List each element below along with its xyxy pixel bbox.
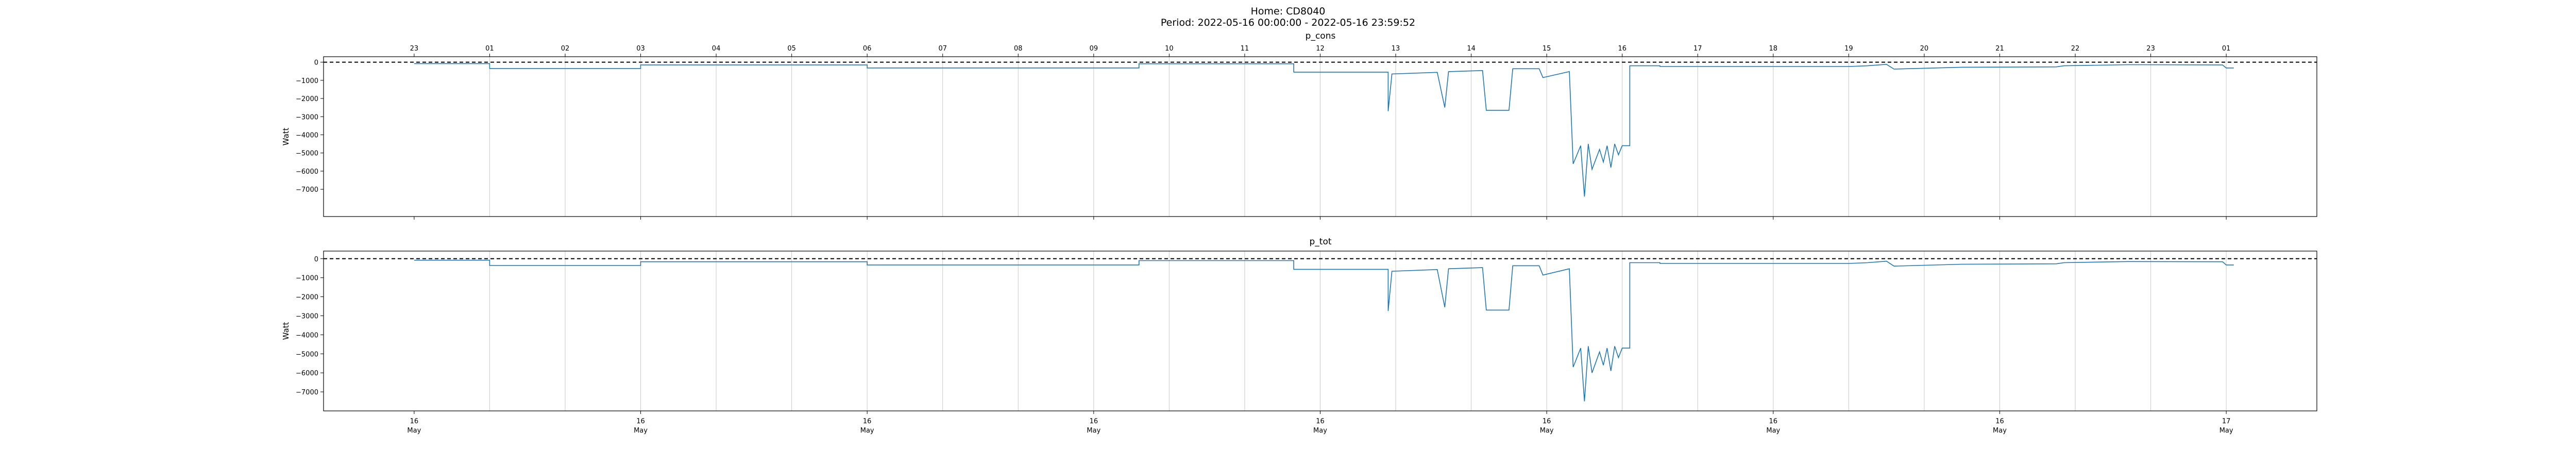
top-tick-label: 18 xyxy=(1769,45,1778,53)
top-tick-label: 13 xyxy=(1392,45,1400,53)
top-tick-label: 22 xyxy=(2071,45,2080,53)
bottom-tick-day: 16 xyxy=(1316,418,1325,425)
top-tick-label: 15 xyxy=(1543,45,1551,53)
top-tick-label: 04 xyxy=(712,45,721,53)
top-tick-label: 19 xyxy=(1844,45,1853,53)
y-axis-label-p-tot: Watt xyxy=(281,322,291,340)
top-tick-label: 14 xyxy=(1467,45,1476,53)
y-tick-label: −4000 xyxy=(296,332,318,339)
bottom-date-axis: 16 May 16 May 16 May 16 May 16 May 16 May 16 May 16 May… xyxy=(407,411,2233,435)
y-tick-label: −1000 xyxy=(296,77,318,85)
top-tick-label: 02 xyxy=(561,45,570,53)
bottom-date-axis xyxy=(414,217,2227,220)
y-tick-label: −6000 xyxy=(296,370,318,377)
y-tick-label: −2000 xyxy=(296,294,318,302)
top-tick-label: 07 xyxy=(938,45,947,53)
bottom-tick-month: May xyxy=(1540,427,1554,435)
top-tick-label: 06 xyxy=(863,45,872,53)
top-tick-label: 21 xyxy=(1995,45,2004,53)
bottom-tick-day: 16 xyxy=(1769,418,1778,425)
chart-title-p-cons: p_cons xyxy=(1306,31,1336,41)
y-tick-label: −7000 xyxy=(296,186,318,194)
series-p-cons xyxy=(414,63,2234,197)
bottom-tick-day: 16 xyxy=(410,418,419,425)
y-tick-label: −5000 xyxy=(296,351,318,358)
y-tick-label: −6000 xyxy=(296,168,318,176)
top-tick-label: 20 xyxy=(1920,45,1929,53)
top-tick-label: 08 xyxy=(1014,45,1023,53)
top-tick-label: 01 xyxy=(485,45,494,53)
bottom-tick-day: 16 xyxy=(863,418,872,425)
grid-lines xyxy=(489,251,2227,411)
y-tick-label: −4000 xyxy=(296,131,318,139)
top-tick-label: 16 xyxy=(1618,45,1626,53)
figure-subtitle: Period: 2022-05-16 00:00:00 - 2022-05-16… xyxy=(1161,17,1415,28)
top-tick-label: 12 xyxy=(1316,45,1325,53)
y-axis: 0 −1000 −2000 −3000 −4000 −5000 −6000 −7000 xyxy=(296,256,324,396)
chart-p-tot: p_tot Watt 0 −1000 −2000 −3000 −4000 −5000 −60… xyxy=(281,237,2317,435)
y-tick-label: −5000 xyxy=(296,150,318,158)
bottom-tick-month: May xyxy=(1313,427,1327,435)
bottom-tick-month: May xyxy=(1993,427,2007,435)
bottom-tick-day: 16 xyxy=(1543,418,1551,425)
top-tick-label: 23 xyxy=(410,45,419,53)
bottom-tick-month: May xyxy=(1087,427,1100,435)
y-axis-label-p-cons: Watt xyxy=(281,127,291,145)
top-tick-label: 05 xyxy=(787,45,796,53)
chart-title-p-tot: p_tot xyxy=(1309,237,1331,247)
series-line-0 xyxy=(414,63,2234,197)
top-tick-label: 10 xyxy=(1165,45,1174,53)
bottom-tick-day: 16 xyxy=(1995,418,2004,425)
bottom-tick-month: May xyxy=(2219,427,2233,435)
y-tick-label: −3000 xyxy=(296,312,318,320)
top-tick-label: 11 xyxy=(1241,45,1249,53)
bottom-tick-day: 16 xyxy=(1090,418,1098,425)
y-tick-label: −3000 xyxy=(296,113,318,121)
y-axis: 0 −1000 −2000 −3000 −4000 −5000 −6000 −7000 xyxy=(296,59,324,194)
top-tick-label: 09 xyxy=(1090,45,1098,53)
y-tick-label: −1000 xyxy=(296,275,318,283)
bottom-tick-month: May xyxy=(634,427,648,435)
grid-lines xyxy=(489,57,2227,217)
top-tick-label: 17 xyxy=(1693,45,1702,53)
chart-p-cons: p_cons Watt 0 −1000 −2000 −3000 −4000 −5000 −6… xyxy=(281,31,2317,220)
top-tick-label: 01 xyxy=(2222,45,2231,53)
bottom-tick-month: May xyxy=(407,427,421,435)
bottom-tick-month: May xyxy=(1766,427,1780,435)
bottom-tick-day: 17 xyxy=(2222,418,2231,425)
bottom-tick-day: 16 xyxy=(636,418,645,425)
series-p-tot xyxy=(414,259,2234,402)
top-tick-label: 23 xyxy=(2146,45,2155,53)
figure-title: Home: CD8040 xyxy=(1251,6,1326,17)
y-tick-label: −7000 xyxy=(296,389,318,396)
top-tick-label: 03 xyxy=(636,45,645,53)
series-line-0 xyxy=(414,259,2234,402)
bottom-tick-month: May xyxy=(860,427,874,435)
y-tick-label: −2000 xyxy=(296,95,318,103)
y-tick-label: 0 xyxy=(314,256,318,263)
top-hour-axis: 23 01 02 03 04 05 06 07 08 09 10 11 12 13 14 15 16 17 18 19… xyxy=(410,45,2231,57)
y-tick-label: 0 xyxy=(314,59,318,67)
